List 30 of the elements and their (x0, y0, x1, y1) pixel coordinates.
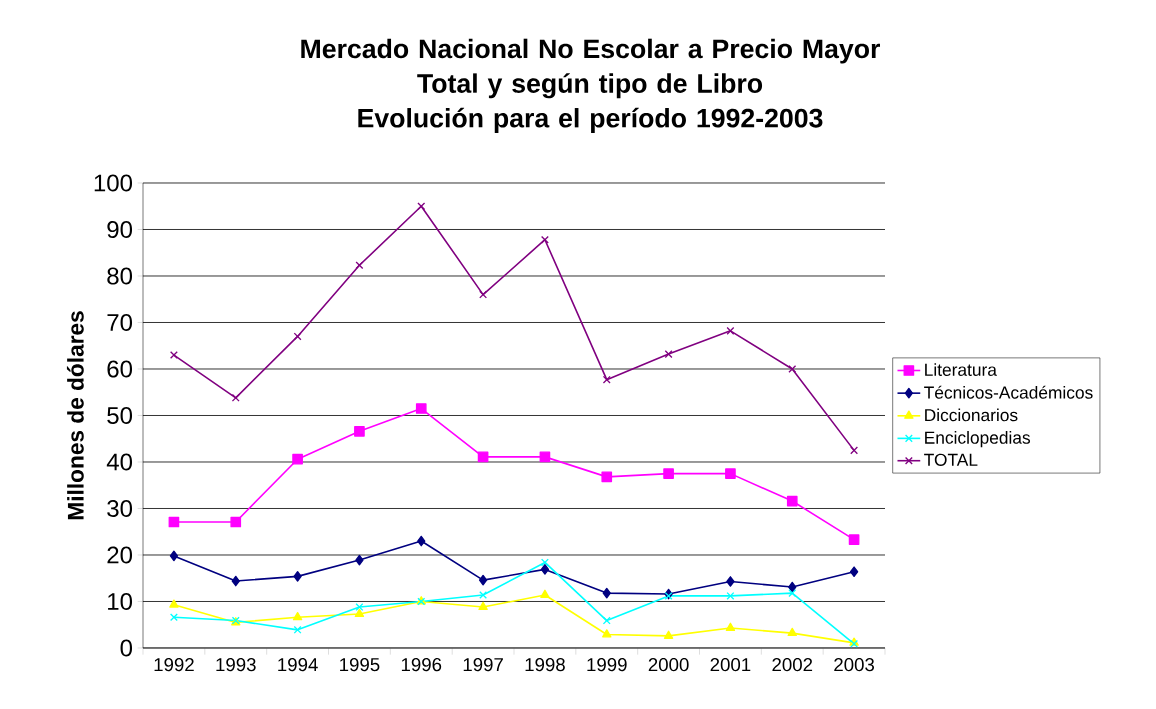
x-tick-label: 1998 (525, 658, 565, 672)
legend-label: Diccionarios (925, 408, 1018, 422)
x-tick-label: 1996 (401, 658, 442, 672)
y-axis-title: Millones de dólares (66, 311, 84, 520)
y-tick-label: 90 (107, 220, 133, 238)
legend-label: Enciclopedias (925, 431, 1031, 448)
y-tick-label: 0 (120, 639, 133, 657)
y-tick-label: 50 (107, 406, 133, 424)
x-tick-label: 2002 (772, 658, 813, 672)
x-tick-label: 1994 (278, 658, 318, 672)
y-tick-label: 10 (108, 592, 133, 610)
y-tick-label: 80 (107, 267, 133, 285)
x-tick-label: 2000 (648, 658, 689, 672)
x-tick-label: 1993 (216, 658, 256, 672)
x-tick-label: 2001 (710, 658, 751, 672)
chart-title: Mercado Nacional No Escolar a Precio Mayor Total y según tipo de Libro Evolución para el período 1992-2003 (301, 38, 881, 133)
legend-label: Literatura (925, 363, 997, 376)
y-tick-label: 60 (107, 360, 133, 378)
x-tick-label: 1992 (154, 658, 194, 672)
x-tick-label: 1997 (463, 658, 503, 672)
legend-label: Técnicos-Académicos (924, 385, 1093, 399)
y-tick-label: 20 (107, 546, 133, 564)
y-tick-label: 100 (94, 174, 133, 192)
y-tick-label: 40 (106, 453, 133, 471)
x-tick-label: 1995 (340, 658, 380, 672)
x-tick-label: 2003 (834, 658, 875, 672)
legend-label: TOTAL (924, 453, 978, 466)
y-tick-label: 30 (107, 499, 133, 517)
y-tick-label: 70 (107, 313, 133, 331)
x-tick-label: 1999 (587, 658, 627, 672)
